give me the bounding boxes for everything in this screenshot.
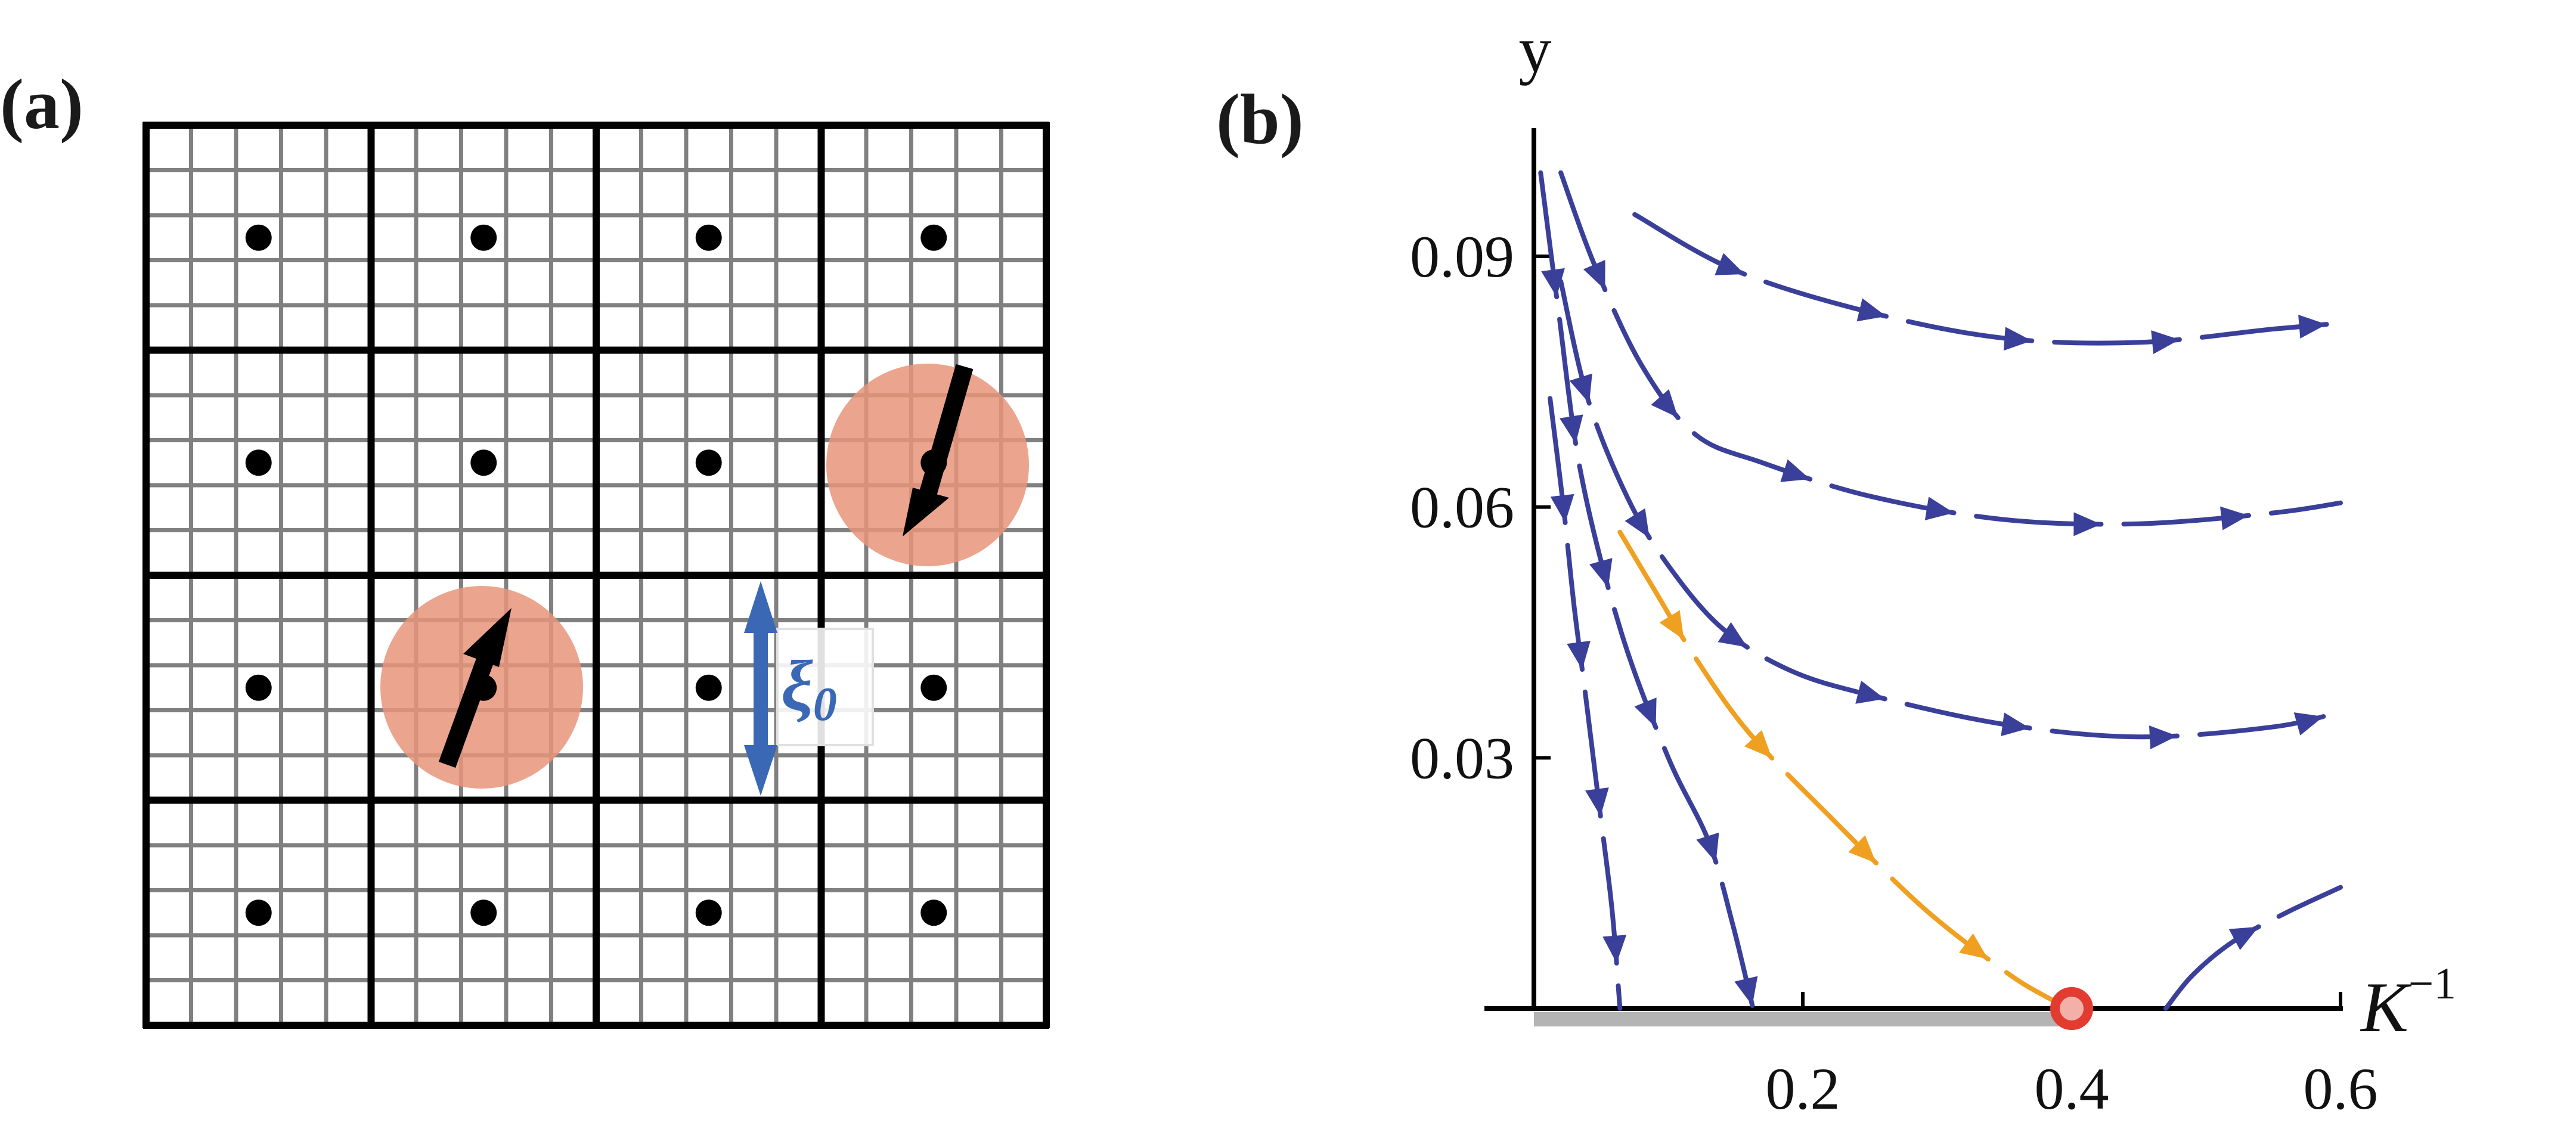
flow-curve-1 xyxy=(1632,212,2343,346)
flow-arrowhead xyxy=(2149,725,2177,750)
flow-arrowhead xyxy=(2073,512,2101,536)
flow-arrowhead xyxy=(1583,260,1605,290)
block-center-dot xyxy=(920,674,947,701)
block-center-dot xyxy=(245,899,272,926)
flow-arrowhead xyxy=(1780,459,1811,482)
flow-arrowhead xyxy=(1541,268,1565,297)
flow-arrowhead xyxy=(1696,832,1719,863)
flow-arrowhead xyxy=(2220,506,2249,531)
flow-arrowhead xyxy=(1634,697,1657,728)
x-tick-label: 0.2 xyxy=(1766,1056,1840,1122)
axes: 0.2 0.4 0.6 0.03 0.06 0.09 y K−1 xyxy=(1410,13,2456,1122)
separatrix-curve xyxy=(1617,529,2074,1011)
flow-arrowhead xyxy=(1589,558,1613,588)
flow-arrowhead xyxy=(2151,330,2180,355)
xi-label: ξ0 xyxy=(781,646,837,731)
flow-arrowhead xyxy=(1567,640,1591,670)
flow-arrowhead xyxy=(1718,622,1747,647)
block-center-dot xyxy=(695,449,722,476)
flow-arrowhead xyxy=(2001,712,2030,736)
correlation-length-marker: ξ0 xyxy=(744,581,874,796)
fixed-point-marks xyxy=(2050,987,2093,1030)
flow-arrowhead xyxy=(1651,389,1678,418)
panel-b-rg-flow: (b) 0.2 0.4 0.6 0.03 0.06 0.09 y K−1 xyxy=(1216,13,2456,1122)
spin-arrow-up xyxy=(438,608,512,768)
flow-arrowhead xyxy=(1924,497,1954,520)
xi-arrow-head-top xyxy=(744,581,777,633)
flow-arrowhead xyxy=(1744,730,1772,758)
flow-arrowhead xyxy=(2298,314,2327,339)
block-center-dot xyxy=(470,449,497,476)
x-axis-label: K−1 xyxy=(2360,959,2456,1047)
x-tick-label: 0.6 xyxy=(2304,1056,2378,1122)
fixed-point xyxy=(2050,987,2093,1030)
xi-label-box xyxy=(776,628,874,746)
flow-arrowhead xyxy=(2228,926,2259,950)
xi-arrow-head-bottom xyxy=(744,745,777,796)
x-tick-label: 0.4 xyxy=(2035,1056,2109,1122)
flow-lines xyxy=(1538,170,2343,1011)
flow-arrowhead xyxy=(1550,494,1574,523)
flow-arrowhead xyxy=(1585,787,1609,817)
flow-curve-4 xyxy=(1538,170,1756,1011)
flow-arrowhead xyxy=(1855,680,1885,704)
flow-arrowhead xyxy=(2003,327,2032,351)
panel-a-lattice: (a) ξ0 xyxy=(0,64,1050,1029)
flow-arrowhead xyxy=(2293,712,2324,736)
spin-arrow-down xyxy=(903,364,974,536)
y-tick-label: 0.06 xyxy=(1410,474,1514,541)
block-center-dot xyxy=(245,224,272,251)
flow-arrowhead xyxy=(1848,835,1877,863)
block-center-dot xyxy=(695,674,722,701)
block-center-dot xyxy=(920,899,947,926)
block-center-dot xyxy=(695,224,722,251)
panel-label-b: (b) xyxy=(1216,79,1304,159)
flow-curve-6 xyxy=(2163,885,2343,1011)
flow-arrowhead xyxy=(1602,935,1627,963)
flow-arrowhead xyxy=(1734,976,1758,1006)
block-center-dot xyxy=(245,674,272,701)
flow-arrowhead xyxy=(1856,298,1886,322)
y-tick-label: 0.03 xyxy=(1410,725,1514,791)
block-center-dot xyxy=(695,899,722,926)
flow-arrowhead xyxy=(1959,933,1988,960)
flow-arrowhead xyxy=(1569,373,1592,404)
block-grid xyxy=(142,122,1050,1029)
block-center-dot xyxy=(470,899,497,926)
block-centers xyxy=(245,224,947,926)
flow-arrowhead xyxy=(1715,253,1745,275)
flow-arrowhead xyxy=(1625,508,1650,538)
flow-curve-2 xyxy=(1558,170,2343,527)
panel-label-a: (a) xyxy=(0,64,83,144)
y-tick-label: 0.09 xyxy=(1410,224,1514,290)
y-axis-label: y xyxy=(1519,13,1552,86)
block-center-dot xyxy=(470,224,497,251)
block-center-dot xyxy=(920,224,947,251)
block-center-dot xyxy=(245,449,272,476)
flow-arrowhead xyxy=(1659,610,1684,640)
flow-arrowhead xyxy=(1560,414,1583,443)
